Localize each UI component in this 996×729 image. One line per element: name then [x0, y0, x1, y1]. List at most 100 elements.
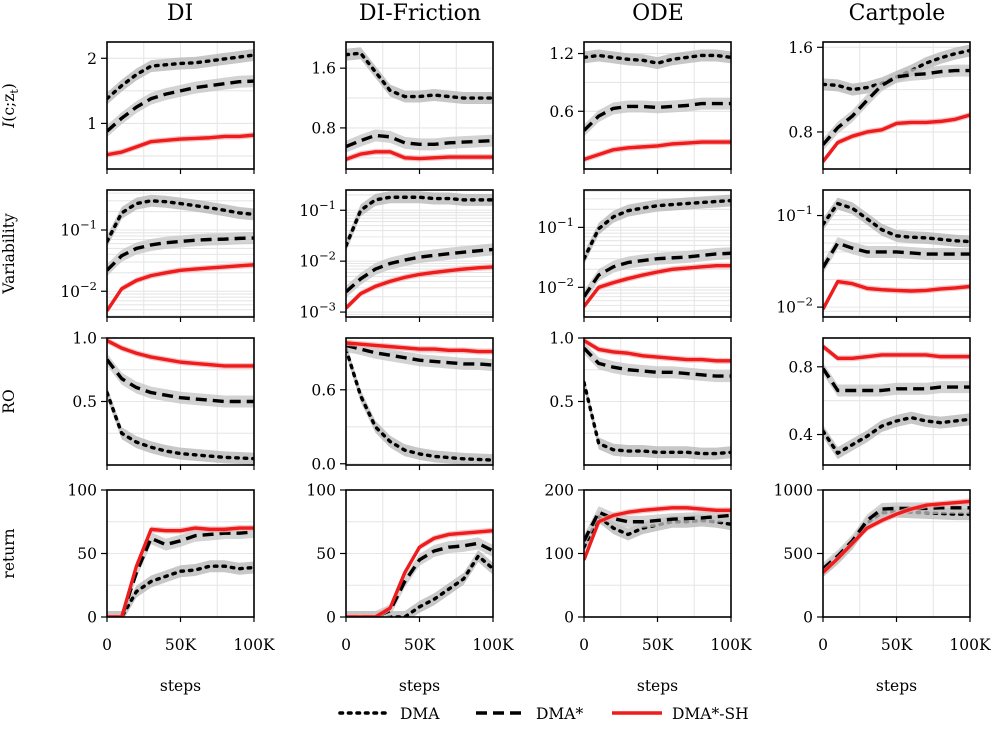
x-axis-label: steps [160, 677, 201, 695]
series-line-dma [107, 199, 254, 244]
series-line-dma-sh [346, 341, 493, 354]
panel-var-difriction: 10−3 10−2 10−1 [299, 189, 494, 322]
y-tick-label: 1.0 [72, 330, 97, 348]
x-tick-label: 100K [472, 636, 514, 654]
series-line-dma [346, 343, 493, 367]
series-group-ro-cartpole [823, 343, 970, 460]
series-line-dma [107, 358, 254, 404]
y-tick-label: 0.6 [311, 381, 336, 399]
y-tick-label: 1.6 [788, 39, 813, 57]
row-labels: I(c;zt) Variability RO return [0, 83, 21, 578]
legend-label-dma-sh: DMA*-SH [672, 705, 749, 723]
series-group-ret-di [107, 525, 254, 617]
panel-ro-ode: 0.5 1.0 [549, 330, 732, 470]
y-tick-label: 500 [783, 545, 813, 563]
legend-item-dma-sh: DMA*-SH [612, 705, 749, 723]
series-group-var-ode [584, 194, 731, 310]
series-band-dma-sh [584, 139, 731, 163]
series-band-dma [823, 411, 970, 460]
y-tick-label: 1 [87, 115, 97, 133]
y-tick-label: 1000 [774, 482, 813, 500]
series-band-dma [823, 237, 970, 274]
x-tick-label: 50K [642, 636, 674, 654]
series-group-ro-ode [584, 338, 731, 460]
y-tick-label: 0 [564, 609, 574, 627]
series-line-dma [584, 514, 731, 549]
series-line-dma-sh [823, 499, 970, 574]
y-tick-label: 10−2 [60, 279, 97, 301]
y-tick-label: 10−1 [776, 203, 813, 225]
column-title-di: DI [167, 1, 193, 26]
y-tick-label: 50 [316, 545, 336, 563]
panel-var-di: 10−2 10−1 [60, 189, 255, 322]
y-tick-label: 200 [544, 482, 574, 500]
y-tick-label: 0.4 [788, 426, 813, 444]
series-band-dma [107, 353, 254, 408]
series-line-dma-sh [823, 345, 970, 361]
series-line-dma [346, 133, 493, 149]
row-label-mutual-information: I(c;zt) [0, 83, 21, 129]
series-group-ro-difriction [346, 339, 493, 465]
series-band-dma [823, 64, 970, 151]
panel-var-ode: 10−2 10−1 [537, 189, 732, 322]
series-band-dma [584, 49, 731, 70]
series-band-dma [346, 191, 493, 252]
y-tick-label: 0 [326, 609, 336, 627]
x-tick-label: 100K [233, 636, 275, 654]
series-group-mi-difriction [346, 47, 493, 163]
x-tick-label: 0 [102, 636, 112, 654]
legend-item-dma: DMA [338, 705, 440, 723]
series-band-dma [584, 376, 731, 460]
panel-mi-difriction: 0.8 1.6 [311, 41, 494, 174]
panels: 120.81.60.61.20.81.610−210−110−310−210−1… [60, 39, 991, 695]
grid-ret-difriction [345, 489, 494, 618]
y-tick-label: 10−1 [537, 215, 574, 237]
series-band-dma [584, 342, 731, 383]
y-tick-label: 0.5 [72, 393, 97, 411]
y-tick-label: 10−3 [299, 300, 336, 322]
series-line-dma [823, 201, 970, 244]
panel-mi-di: 12 [87, 41, 255, 174]
x-tick-label: 0 [818, 636, 828, 654]
x-tick-label: 100K [949, 636, 991, 654]
y-tick-label: 100 [306, 482, 336, 500]
series-group-ret-difriction [346, 527, 493, 617]
x-tick-label: 50K [881, 636, 913, 654]
series-group-var-difriction [346, 191, 493, 312]
series-band-dma-sh [584, 338, 731, 364]
row-label-return: return [0, 528, 18, 578]
row-label-ro: RO [0, 389, 18, 413]
x-tick-label: 0 [341, 636, 351, 654]
series-line-dma [823, 415, 970, 455]
series-line-dma [584, 251, 731, 298]
series-line-dma [823, 68, 970, 146]
y-tick-label: 0.5 [549, 393, 574, 411]
x-tick-label: 0 [579, 636, 589, 654]
series-line-dma-sh [346, 150, 493, 161]
x-axis-label: steps [876, 677, 917, 695]
y-tick-label: 50 [77, 545, 97, 563]
series-band-dma [346, 537, 493, 617]
series-group-ret-cartpole [823, 498, 970, 578]
series-group-mi-ode [584, 49, 731, 163]
legend: DMA DMA* DMA*-SH [338, 705, 749, 723]
y-tick-label: 10−2 [776, 295, 813, 317]
series-line-dma [584, 346, 731, 378]
panel-ret-ode: 0 100 200 0 50K 100K steps [544, 482, 752, 696]
series-line-dma-sh [584, 140, 731, 161]
y-tick-label: 0.0 [311, 455, 336, 473]
series-line-dma-sh [584, 263, 731, 308]
x-axis-label: steps [399, 677, 440, 695]
series-line-dma [584, 380, 731, 456]
series-line-dma [346, 347, 493, 462]
legend-label-dma: DMA* [536, 705, 583, 723]
series-band-dma [107, 75, 254, 138]
panel-ro-di: 0.5 1.0 [72, 330, 255, 470]
series-line-dma-sh [584, 506, 731, 561]
y-tick-label: 100 [544, 545, 574, 563]
series-line-dma [107, 53, 254, 101]
y-tick-label: 10−1 [299, 198, 336, 220]
series-group-ret-ode [584, 504, 731, 563]
panel-var-cartpole: 10−2 10−1 [776, 189, 971, 322]
